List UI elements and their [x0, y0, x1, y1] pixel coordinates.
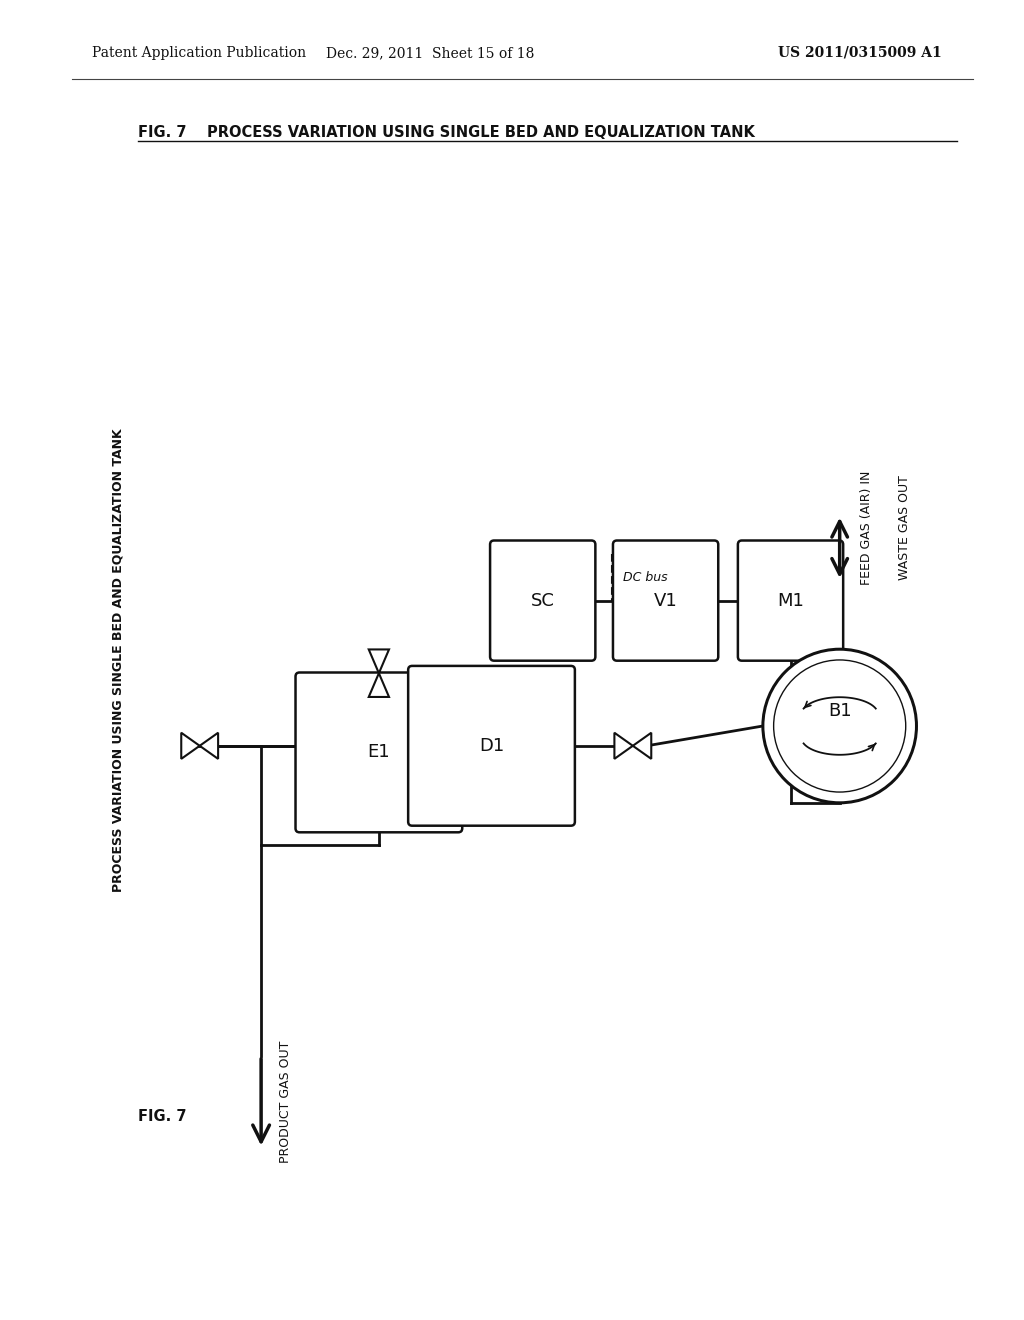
- FancyBboxPatch shape: [296, 672, 462, 833]
- Text: M1: M1: [777, 591, 804, 610]
- Text: V1: V1: [653, 591, 678, 610]
- FancyBboxPatch shape: [490, 540, 595, 661]
- Text: US 2011/0315009 A1: US 2011/0315009 A1: [778, 46, 942, 59]
- Text: Dec. 29, 2011  Sheet 15 of 18: Dec. 29, 2011 Sheet 15 of 18: [326, 46, 535, 59]
- Text: SC: SC: [530, 591, 555, 610]
- Polygon shape: [369, 673, 389, 697]
- FancyBboxPatch shape: [613, 540, 718, 661]
- FancyBboxPatch shape: [738, 540, 843, 661]
- Text: E1: E1: [368, 743, 390, 762]
- Polygon shape: [369, 649, 389, 673]
- Text: FIG. 7    PROCESS VARIATION USING SINGLE BED AND EQUALIZATION TANK: FIG. 7 PROCESS VARIATION USING SINGLE BE…: [138, 125, 755, 140]
- Text: PRODUCT GAS OUT: PRODUCT GAS OUT: [280, 1041, 292, 1163]
- Circle shape: [763, 649, 916, 803]
- Polygon shape: [614, 733, 633, 759]
- Text: FEED GAS (AIR) IN: FEED GAS (AIR) IN: [860, 471, 872, 585]
- Text: FIG. 7: FIG. 7: [138, 1109, 186, 1123]
- Text: D1: D1: [479, 737, 504, 755]
- Circle shape: [774, 660, 905, 792]
- Polygon shape: [181, 733, 200, 759]
- Text: PROCESS VARIATION USING SINGLE BED AND EQUALIZATION TANK: PROCESS VARIATION USING SINGLE BED AND E…: [112, 428, 124, 892]
- Text: Patent Application Publication: Patent Application Publication: [92, 46, 306, 59]
- Text: WASTE GAS OUT: WASTE GAS OUT: [898, 475, 910, 581]
- FancyBboxPatch shape: [409, 665, 574, 826]
- Text: DC bus: DC bus: [623, 572, 668, 583]
- Polygon shape: [200, 733, 218, 759]
- Polygon shape: [633, 733, 651, 759]
- Text: B1: B1: [827, 702, 852, 719]
